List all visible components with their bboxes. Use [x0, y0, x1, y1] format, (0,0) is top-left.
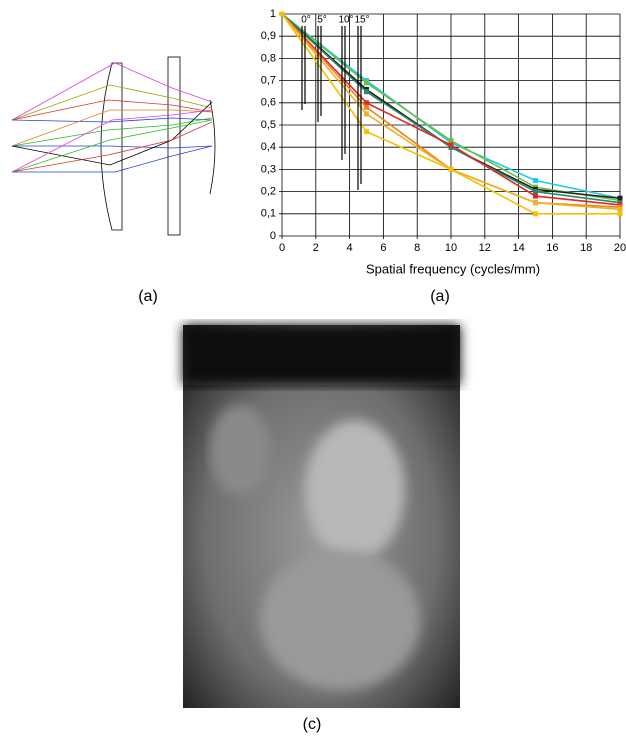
plate	[167, 56, 181, 236]
data-point	[533, 189, 538, 195]
lens	[100, 62, 123, 231]
annotation: 0°	[301, 15, 311, 26]
x-axis-label: Spatial frequency (cycles/mm)	[366, 261, 540, 276]
photo	[183, 325, 460, 708]
y-tick-label: 0,3	[261, 163, 276, 175]
y-tick-label: 0,1	[261, 208, 276, 220]
data-point	[364, 104, 369, 110]
x-tick-label: 10	[445, 242, 457, 254]
y-tick-label: 0,7	[261, 75, 276, 87]
data-point	[533, 178, 538, 183]
x-tick-label: 20	[614, 242, 626, 254]
sensor	[209, 99, 216, 195]
y-tick-label: 0,9	[261, 30, 276, 42]
x-tick-label: 16	[546, 242, 558, 254]
annotation: 5°	[317, 15, 327, 26]
x-tick-label: 12	[479, 242, 491, 254]
caption: (c)	[303, 716, 322, 733]
x-tick-label: 8	[414, 242, 420, 254]
data-point	[364, 89, 369, 95]
y-tick-label: 0,4	[261, 141, 276, 153]
lens-diagram	[11, 56, 216, 236]
y-tick-label: 1	[270, 8, 276, 20]
y-tick-label: 0,8	[261, 52, 276, 64]
x-tick-label: 6	[380, 242, 386, 254]
data-point	[279, 11, 285, 17]
caption: (a)	[138, 288, 158, 305]
annotation: 15°	[354, 15, 369, 26]
data-point	[364, 111, 369, 117]
annotation: 10°	[338, 15, 353, 26]
x-tick-label: 2	[313, 242, 319, 254]
x-tick-label: 4	[347, 242, 353, 254]
data-point	[448, 142, 454, 148]
caption: (a)	[430, 288, 450, 305]
data-point	[617, 206, 623, 212]
data-point	[448, 166, 454, 172]
data-point	[448, 138, 454, 144]
data-point	[364, 80, 369, 86]
data-point	[533, 211, 538, 217]
data-point	[533, 200, 538, 206]
x-tick-label: 18	[580, 242, 592, 254]
data-point	[364, 100, 369, 106]
y-tick-label: 0	[270, 230, 276, 242]
data-point	[617, 211, 623, 217]
data-point	[533, 193, 538, 199]
rays	[11, 62, 213, 173]
y-tick-label: 0,6	[261, 97, 276, 109]
y-tick-label: 0,2	[261, 186, 276, 198]
mtf-chart: 00,10,20,30,40,50,60,70,80,910 2 4 6 8 10 12 14…	[261, 8, 626, 254]
data-point	[617, 195, 623, 201]
x-tick-label: 0	[279, 242, 285, 254]
y-tick-label: 0,5	[261, 119, 276, 131]
data-point	[364, 129, 369, 135]
x-tick-label: 14	[512, 242, 524, 254]
